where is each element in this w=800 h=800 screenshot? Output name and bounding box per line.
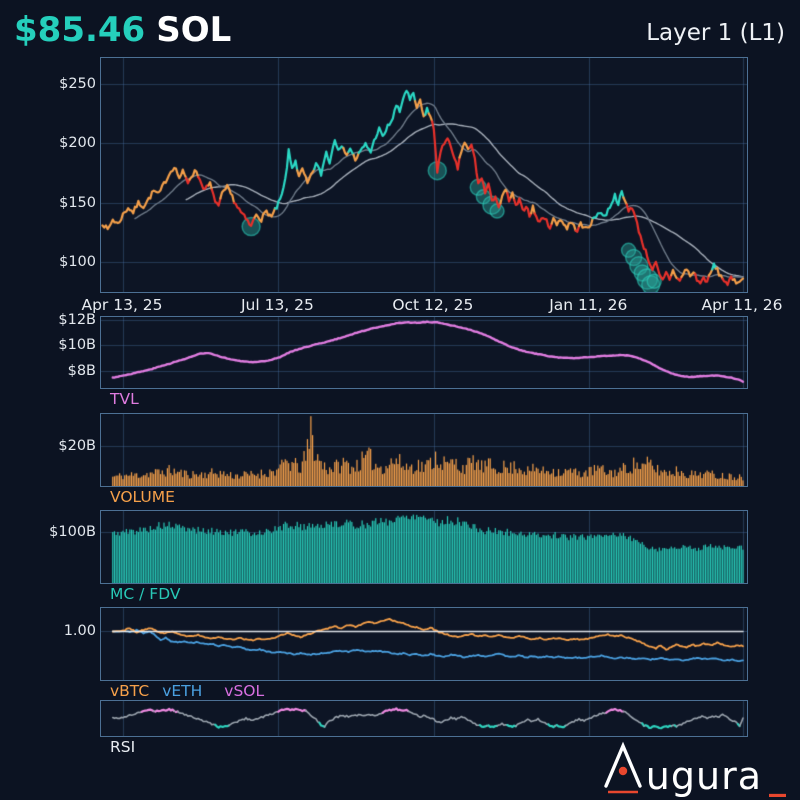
brand-cursor: _ — [769, 758, 786, 799]
x-tick-label: Apr 13, 25 — [81, 296, 163, 314]
y-tick-label: $200 — [59, 135, 96, 152]
tvl-chart-canvas[interactable] — [101, 317, 747, 388]
x-tick-label: Jul 13, 25 — [240, 296, 314, 314]
volume-chart-panel — [100, 413, 748, 487]
volume-chart-canvas[interactable] — [101, 414, 747, 486]
y-tick-label: $12B — [58, 311, 96, 328]
relative-value-chart-panel — [100, 607, 748, 681]
brand-name: ugura — [645, 754, 762, 799]
x-tick-label: Jan 11, 26 — [549, 296, 628, 314]
brand-logo: ugura _ — [600, 741, 786, 799]
y-tick-label: $100 — [59, 254, 96, 271]
y-tick-label: 1.00 — [63, 623, 96, 640]
asset-header: $85.46 SOL — [14, 10, 231, 50]
asset-price: $85.46 — [14, 10, 146, 50]
price-chart-panel — [100, 57, 748, 293]
y-tick-label: $8B — [67, 363, 96, 380]
x-tick-label: Oct 12, 25 — [392, 296, 474, 314]
tvl-caption: TVL — [110, 390, 139, 408]
relative-value-legend: vBTC vETH vSOL — [110, 682, 264, 700]
asset-symbol: SOL — [156, 10, 232, 50]
y-tick-label: $150 — [59, 194, 96, 211]
mc-fdv-chart-panel — [100, 510, 748, 584]
y-tick-label: $10B — [58, 337, 96, 354]
legend-item-vbtc[interactable]: vBTC — [110, 682, 150, 700]
y-tick-label: $100B — [49, 524, 96, 541]
x-tick-label: Apr 11, 26 — [701, 296, 783, 314]
rsi-caption: RSI — [110, 738, 136, 756]
legend-item-veth[interactable]: vETH — [162, 682, 203, 700]
relative-value-chart-canvas[interactable] — [101, 608, 747, 680]
rsi-chart-panel — [100, 700, 748, 737]
mc-fdv-chart-canvas[interactable] — [101, 511, 747, 583]
volume-caption: VOLUME — [110, 488, 175, 506]
asset-category: Layer 1 (L1) — [646, 20, 785, 46]
legend-item-vsol[interactable]: vSOL — [224, 682, 265, 700]
tvl-chart-panel — [100, 316, 748, 389]
brand-a-triangle-icon — [604, 741, 642, 794]
brand-dot-icon — [618, 766, 627, 776]
rsi-chart-canvas[interactable] — [101, 701, 747, 736]
mc-fdv-caption: MC / FDV — [110, 585, 181, 603]
y-tick-label: $250 — [59, 75, 96, 92]
price-chart-canvas[interactable] — [101, 58, 747, 292]
y-tick-label: $20B — [58, 438, 96, 454]
